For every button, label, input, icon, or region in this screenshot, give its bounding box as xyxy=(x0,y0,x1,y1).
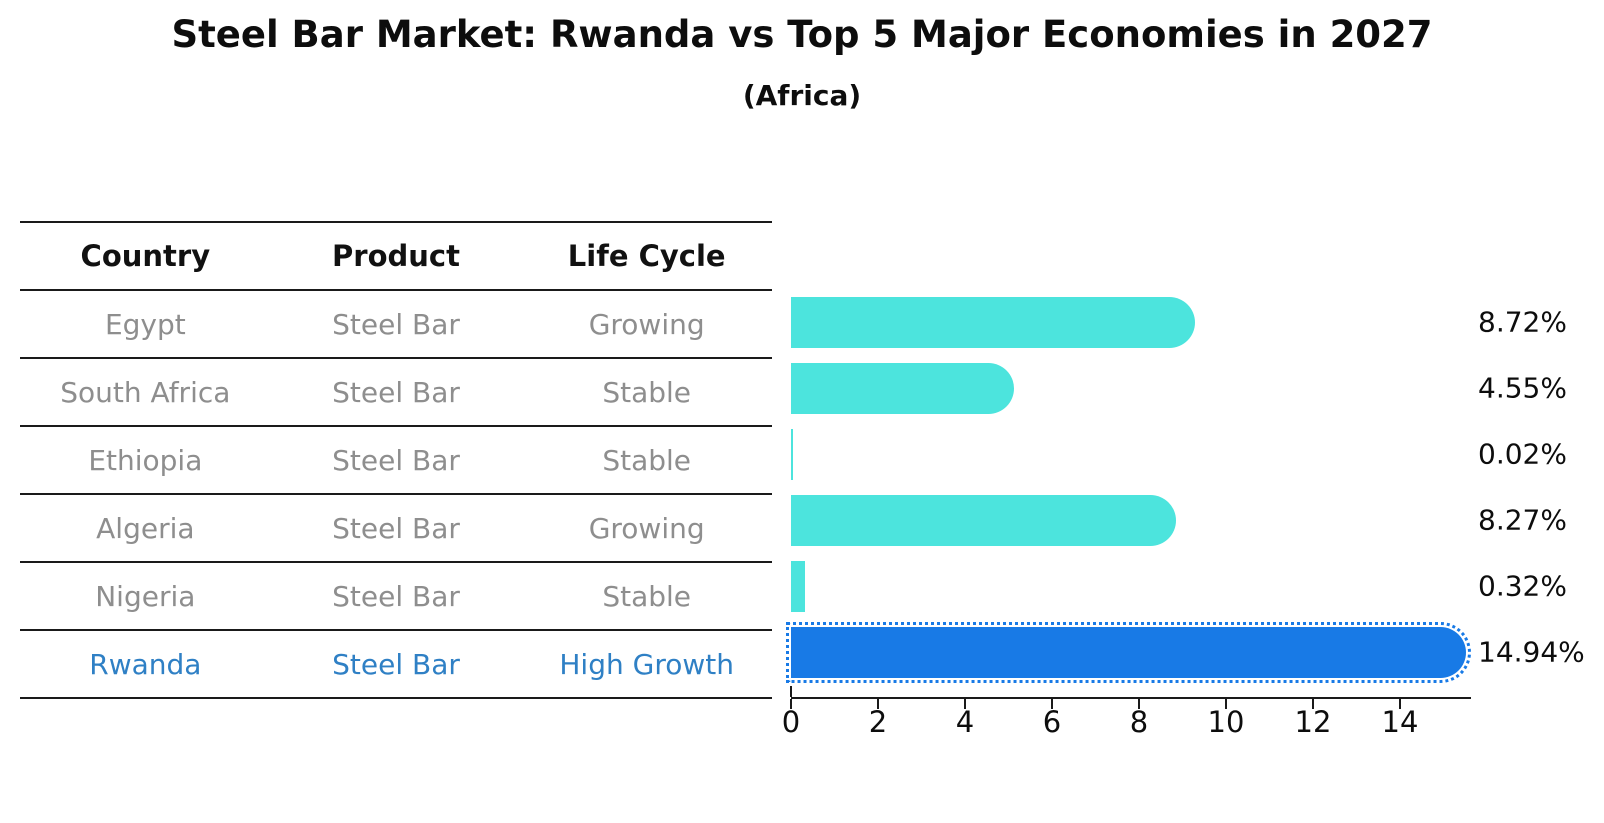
table-header-product: Product xyxy=(332,239,460,273)
bar-south-africa xyxy=(791,362,1014,414)
x-axis-tick-label: 6 xyxy=(1042,705,1062,739)
chart-title: Steel Bar Market: Rwanda vs Top 5 Major … xyxy=(171,13,1433,56)
x-axis-tick xyxy=(964,699,966,709)
x-axis-tick-label: 4 xyxy=(955,705,975,739)
table-row: Ethiopia Steel Bar Stable xyxy=(20,425,772,493)
table-cell-country: Rwanda xyxy=(89,647,202,681)
table-cell-product: Steel Bar xyxy=(332,375,460,409)
table-cell-country: Egypt xyxy=(104,307,186,341)
x-axis-line xyxy=(791,697,1471,699)
bar-ethiopia xyxy=(791,428,793,480)
x-axis-tick xyxy=(1051,699,1053,709)
x-axis-tick-label: 10 xyxy=(1207,705,1245,739)
value-label-rwanda: 14.94% xyxy=(1478,635,1585,669)
table-header-row: Country Product Life Cycle xyxy=(20,223,772,289)
x-axis-tick-label: 12 xyxy=(1294,705,1332,739)
table-cell-country: Algeria xyxy=(96,511,195,545)
table-cell-country: Nigeria xyxy=(95,579,196,613)
value-label-south-africa: 4.55% xyxy=(1478,371,1567,405)
x-axis-tick xyxy=(1138,699,1140,709)
table-cell-product: Steel Bar xyxy=(332,579,460,613)
value-label-ethiopia: 0.02% xyxy=(1478,437,1567,471)
bar-nigeria xyxy=(791,560,805,612)
x-axis-tick xyxy=(1399,699,1401,709)
table-cell-life-cycle: Growing xyxy=(588,307,705,341)
table-header-lifecycle: Life Cycle xyxy=(567,239,726,273)
bar-egypt xyxy=(791,296,1196,348)
axis-corner-stub xyxy=(790,686,792,697)
table-row: Algeria Steel Bar Growing xyxy=(20,493,772,561)
table-row: Rwanda Steel Bar High Growth xyxy=(20,629,772,697)
x-axis-tick xyxy=(1225,699,1227,709)
table-cell-life-cycle: High Growth xyxy=(559,647,734,681)
x-axis-tick xyxy=(1312,699,1314,709)
bar-algeria xyxy=(791,494,1176,546)
table-header-country: Country xyxy=(80,239,211,273)
x-axis-tick-label: 14 xyxy=(1381,705,1419,739)
table-cell-life-cycle: Stable xyxy=(602,443,692,477)
x-axis-tick-label: 2 xyxy=(868,705,888,739)
comparison-table: Country Product Life Cycle Egypt Steel Ba… xyxy=(20,221,772,699)
value-label-egypt: 8.72% xyxy=(1478,305,1567,339)
x-axis-tick xyxy=(877,699,879,709)
x-axis-tick-label: 8 xyxy=(1129,705,1149,739)
table-cell-product: Steel Bar xyxy=(332,307,460,341)
table-cell-product: Steel Bar xyxy=(332,647,460,681)
table-cell-country: Ethiopia xyxy=(88,443,203,477)
table-row: Egypt Steel Bar Growing xyxy=(20,289,772,357)
table-cell-product: Steel Bar xyxy=(332,511,460,545)
table-cell-product: Steel Bar xyxy=(332,443,460,477)
value-label-algeria: 8.27% xyxy=(1478,503,1567,537)
table-cell-life-cycle: Stable xyxy=(602,375,692,409)
x-axis-tick-label: 0 xyxy=(781,705,801,739)
table-cell-country: South Africa xyxy=(60,375,231,409)
bar-rwanda xyxy=(786,621,1471,683)
chart-subtitle: (Africa) xyxy=(742,79,862,112)
table-cell-life-cycle: Growing xyxy=(588,511,705,545)
table-cell-life-cycle: Stable xyxy=(602,579,692,613)
x-axis-tick xyxy=(790,699,792,709)
table-row: South Africa Steel Bar Stable xyxy=(20,357,772,425)
value-label-nigeria: 0.32% xyxy=(1478,569,1567,603)
table-row: Nigeria Steel Bar Stable xyxy=(20,561,772,629)
